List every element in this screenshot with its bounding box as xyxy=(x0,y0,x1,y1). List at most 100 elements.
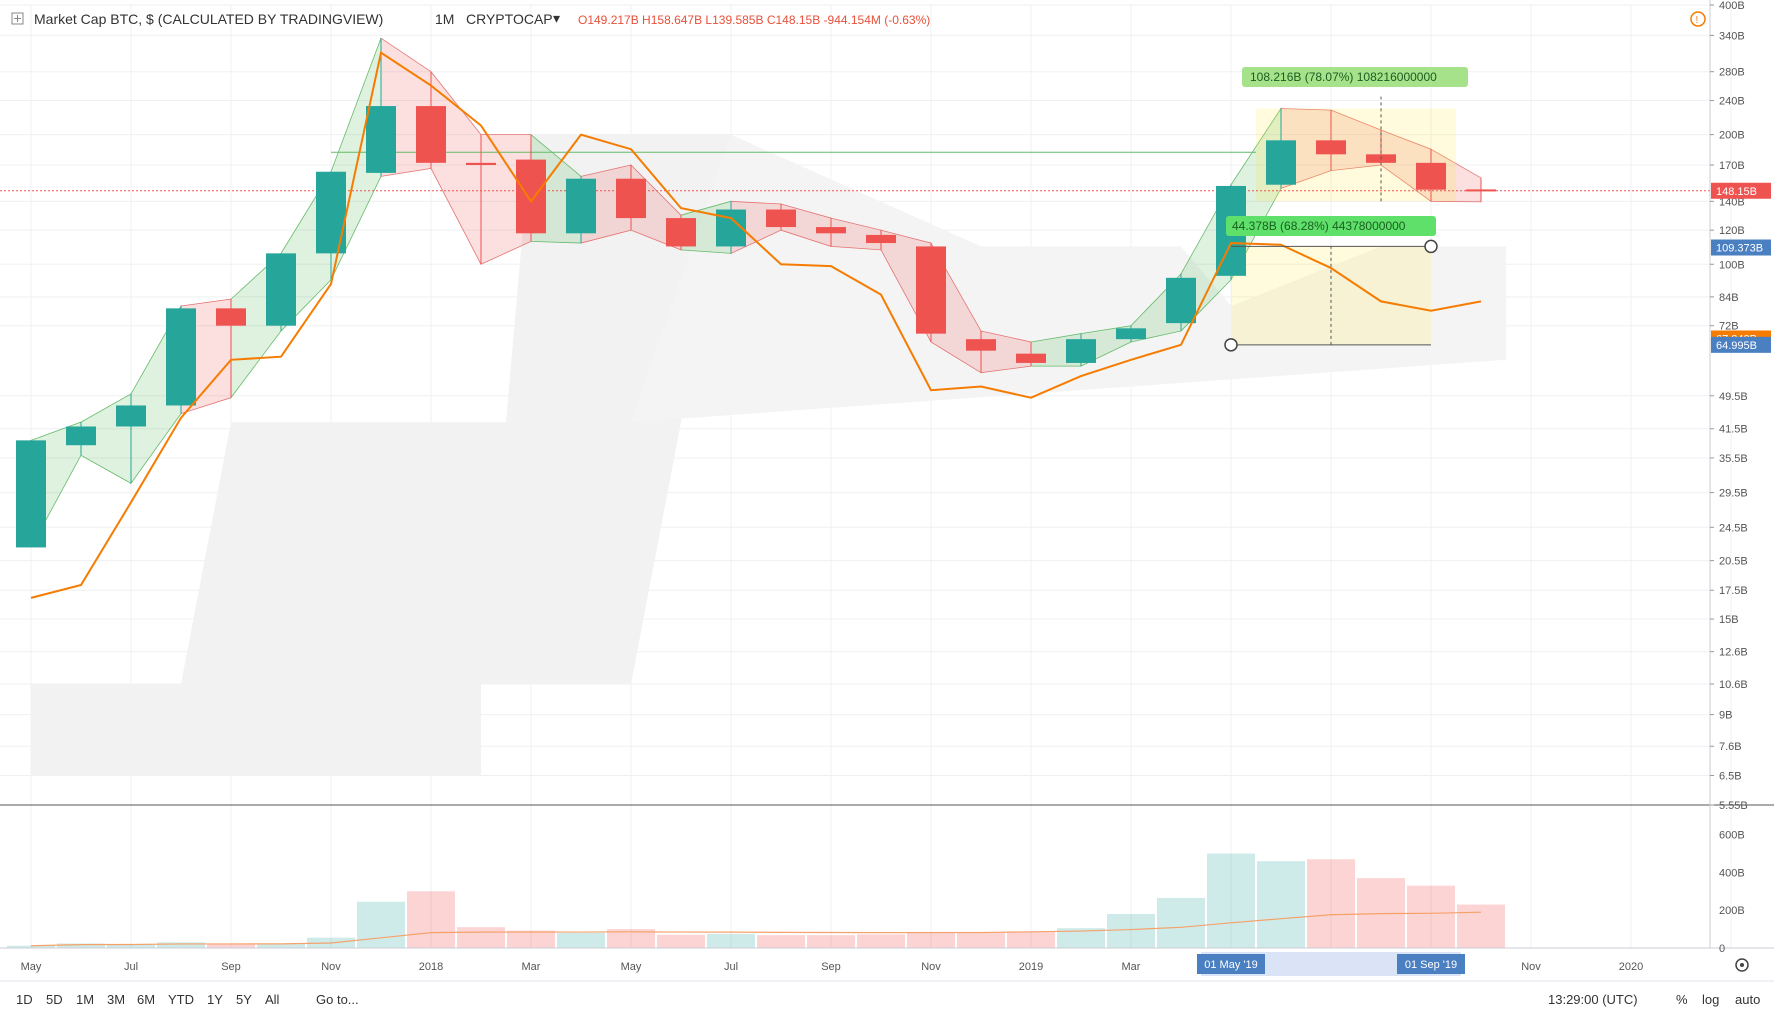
settings-gear-icon xyxy=(1735,958,1749,972)
moving-average-line xyxy=(30,51,1482,599)
timeframe-button[interactable]: 5Y xyxy=(236,992,252,1007)
volume-bar xyxy=(1307,859,1355,948)
timeframe-button[interactable]: 1M xyxy=(76,992,94,1007)
measure-tool[interactable]: 108.216B (78.07%) 108216000000 44.378B (6… xyxy=(1224,67,1468,352)
timeframe-button[interactable]: 1D xyxy=(16,992,33,1007)
time-tick-label: Mar xyxy=(1122,961,1141,973)
watermark-logo xyxy=(31,134,1506,776)
candle-body xyxy=(666,218,696,247)
volume-bar xyxy=(1107,914,1155,948)
timeframe-button[interactable]: YTD xyxy=(168,992,194,1007)
candle-body xyxy=(416,106,446,163)
price-tick-label: 400B xyxy=(1719,0,1745,12)
time-tick-label: 2018 xyxy=(419,961,443,973)
candle-body xyxy=(1316,140,1346,155)
pane-borders xyxy=(0,0,1774,949)
volume-bar xyxy=(207,943,255,948)
price-tick-label: 10.6B xyxy=(1719,679,1748,691)
price-tick-label: 7.6B xyxy=(1719,741,1742,753)
price-badge-label: 148.15B xyxy=(1716,186,1757,198)
volume-axis: 600B 400B 200B 0 xyxy=(1719,830,1745,955)
candle-body xyxy=(466,162,496,166)
timeframe-button[interactable]: 1Y xyxy=(207,992,223,1007)
symbol-title[interactable]: Market Cap BTC, $ (CALCULATED BY TRADING… xyxy=(34,11,383,27)
candles xyxy=(16,38,1496,548)
candle-body xyxy=(516,159,546,234)
volume-bar xyxy=(1257,861,1305,948)
candle-body xyxy=(166,308,196,406)
time-badge-label: 01 Sep '19 xyxy=(1405,959,1457,971)
alert-icon-mark: ! xyxy=(1696,15,1699,26)
price-tick-label: 20.5B xyxy=(1719,556,1748,568)
time-tick-label: Mar xyxy=(522,961,541,973)
price-tick-label: 72B xyxy=(1719,321,1739,333)
candle-body xyxy=(266,253,296,326)
price-tick-label: 17.5B xyxy=(1719,585,1748,597)
candle-body xyxy=(1116,328,1146,340)
volume-bar xyxy=(657,934,705,948)
time-tick-label: Nov xyxy=(1521,961,1541,973)
time-tick-label: Sep xyxy=(821,961,841,973)
measure-lower-label-bg xyxy=(1226,216,1436,236)
volume-bar xyxy=(257,943,305,948)
bottom-toolbar: 1D 5D 1M 3M 6M YTD 1Y 5Y All Go to... 13:29:00 (… xyxy=(0,980,1774,1007)
measure-upper-label: 108.216B (78.07%) 108216000000 xyxy=(1250,70,1437,84)
volume-bar xyxy=(357,901,405,948)
candle-body xyxy=(766,209,796,228)
price-tick-label: 5.55B xyxy=(1719,800,1748,812)
volume-bar xyxy=(557,932,605,948)
price-tick-label: 35.5B xyxy=(1719,453,1748,465)
log-toggle[interactable]: log xyxy=(1702,992,1719,1007)
price-tick-label: 200B xyxy=(1719,130,1745,142)
candle-body xyxy=(1266,140,1296,185)
volume-tick-label: 0 xyxy=(1719,943,1725,955)
timeframe-button[interactable]: 3M xyxy=(107,992,125,1007)
volume-bar xyxy=(707,933,755,948)
price-axis[interactable]: 400B 340B 280B 240B 200B 170B 140B 120B 100B 84B 7… xyxy=(1710,0,1771,812)
price-tick-label: 240B xyxy=(1719,96,1745,108)
chevron-down-icon[interactable]: ▾ xyxy=(553,10,560,26)
timeframe-button[interactable]: 6M xyxy=(137,992,155,1007)
price-tick-label: 24.5B xyxy=(1719,522,1748,534)
time-tick-label: 2019 xyxy=(1019,961,1043,973)
alert-icon[interactable] xyxy=(1690,11,1706,27)
percent-toggle[interactable]: % xyxy=(1676,992,1688,1007)
candle-body xyxy=(16,440,46,548)
volume-bar xyxy=(57,943,105,948)
auto-toggle[interactable]: auto xyxy=(1735,992,1760,1007)
volume-bar xyxy=(757,935,805,948)
price-tick-label: 100B xyxy=(1719,259,1745,271)
ma-polyline xyxy=(30,51,1482,599)
timeframe-button[interactable]: 5D xyxy=(46,992,63,1007)
candle-body xyxy=(1466,189,1496,192)
symbol-interval[interactable]: 1M xyxy=(435,11,454,27)
crosshair-toggle-icon[interactable] xyxy=(11,12,24,25)
volume-bar xyxy=(607,929,655,948)
ohlc-values: O149.217B H158.647B L139.585B C148.15B -… xyxy=(578,13,930,27)
time-tick-label: May xyxy=(21,961,42,973)
volume-bar xyxy=(1457,904,1505,948)
volume-bar xyxy=(1157,897,1205,948)
time-tick-label: Nov xyxy=(921,961,941,973)
candle-body xyxy=(616,178,646,219)
chart-header: Market Cap BTC, $ (CALCULATED BY TRADING… xyxy=(11,10,1706,27)
candle-body xyxy=(1416,162,1446,190)
volume-bar xyxy=(907,931,955,948)
symbol-exchange[interactable]: CRYPTOCAP xyxy=(466,11,553,27)
time-axis[interactable]: MayJulSepNov2018MarMayJulSepNov2019MarJu… xyxy=(21,952,1749,976)
price-tick-label: 41.5B xyxy=(1719,424,1748,436)
volume-bar xyxy=(1407,885,1455,948)
volume-bar xyxy=(1007,931,1055,948)
volume-bars xyxy=(7,853,1505,948)
candle-body xyxy=(916,246,946,334)
price-badge xyxy=(1711,336,1771,353)
measure-handle xyxy=(1224,338,1238,352)
timeframe-button[interactable]: All xyxy=(265,992,280,1007)
goto-button[interactable]: Go to... xyxy=(316,992,359,1007)
candle-body xyxy=(866,234,896,244)
measure-lower-label: 44.378B (68.28%) 44378000000 xyxy=(1232,219,1406,233)
candle-body xyxy=(216,308,246,326)
watermark-shape xyxy=(181,422,681,684)
